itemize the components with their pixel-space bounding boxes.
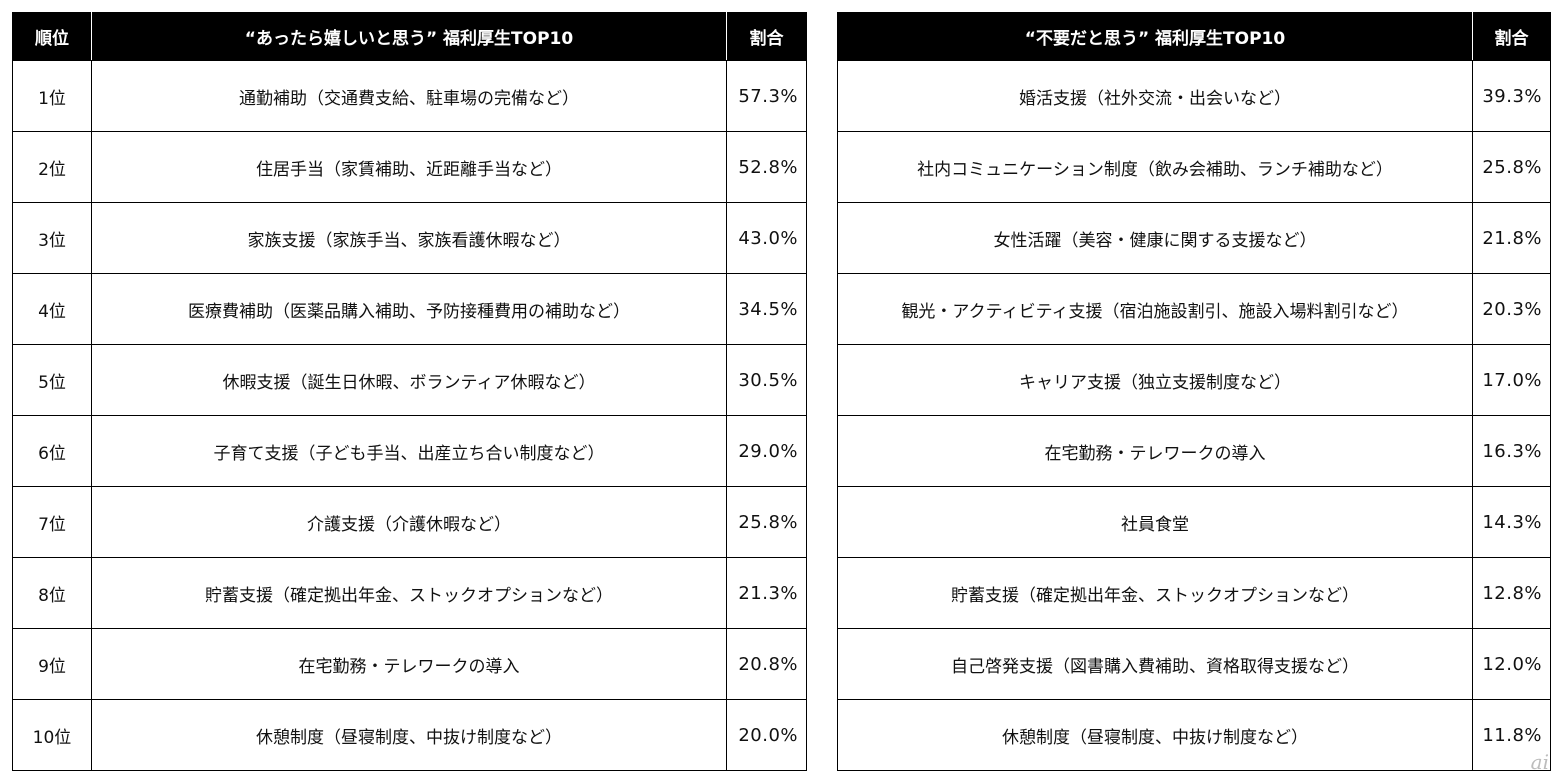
item-cell: 介護支援（介護休暇など）: [91, 486, 727, 558]
item-header: “不要だと思う” 福利厚生TOP10: [837, 12, 1473, 61]
watermark-logo: ai: [1530, 750, 1549, 774]
table-row: 6位 子育て支援（子ども手当、出産立ち合い制度など） 29.0%: [12, 415, 807, 487]
table-row: 婚活支援（社外交流・出会いなど） 39.3%: [837, 60, 1551, 132]
ratio-cell: 12.0%: [1472, 628, 1551, 700]
ratio-cell: 25.8%: [726, 486, 807, 558]
table-row: 7位 介護支援（介護休暇など） 25.8%: [12, 486, 807, 558]
rank-cell: 4位: [12, 273, 92, 345]
item-cell: 貯蓄支援（確定拠出年金、ストックオプションなど）: [91, 557, 727, 629]
wanted-benefits-table: 順位 “あったら嬉しいと思う” 福利厚生TOP10 割合 1位 通勤補助（交通費支…: [12, 12, 807, 771]
item-cell: 休憩制度（昼寝制度、中抜け制度など）: [91, 699, 727, 771]
item-cell: 女性活躍（美容・健康に関する支援など）: [837, 202, 1473, 274]
table-row: 4位 医療費補助（医薬品購入補助、予防接種費用の補助など） 34.5%: [12, 273, 807, 345]
rank-cell: 1位: [12, 60, 92, 132]
table-row: 8位 貯蓄支援（確定拠出年金、ストックオプションなど） 21.3%: [12, 557, 807, 629]
table-row: キャリア支援（独立支援制度など） 17.0%: [837, 344, 1551, 416]
table-row: 自己啓発支援（図書購入費補助、資格取得支援など） 12.0%: [837, 628, 1551, 700]
ratio-cell: 20.0%: [726, 699, 807, 771]
rank-header: 順位: [12, 12, 92, 61]
ratio-cell: 57.3%: [726, 60, 807, 132]
rank-cell: 2位: [12, 131, 92, 203]
ratio-cell: 14.3%: [1472, 486, 1551, 558]
table-row: 社内コミュニケーション制度（飲み会補助、ランチ補助など） 25.8%: [837, 131, 1551, 203]
item-cell: 婚活支援（社外交流・出会いなど）: [837, 60, 1473, 132]
rank-cell: 10位: [12, 699, 92, 771]
item-cell: 休憩制度（昼寝制度、中抜け制度など）: [837, 699, 1473, 771]
item-cell: 自己啓発支援（図書購入費補助、資格取得支援など）: [837, 628, 1473, 700]
unwanted-benefits-table: “不要だと思う” 福利厚生TOP10 割合 婚活支援（社外交流・出会いなど） 39…: [837, 12, 1551, 771]
table-row: 女性活躍（美容・健康に関する支援など） 21.8%: [837, 202, 1551, 274]
ratio-cell: 21.8%: [1472, 202, 1551, 274]
item-cell: 通勤補助（交通費支給、駐車場の完備など）: [91, 60, 727, 132]
item-cell: 休暇支援（誕生日休暇、ボランティア休暇など）: [91, 344, 727, 416]
rank-cell: 6位: [12, 415, 92, 487]
header-row: 順位 “あったら嬉しいと思う” 福利厚生TOP10 割合: [12, 12, 807, 61]
ratio-cell: 39.3%: [1472, 60, 1551, 132]
ratio-cell: 21.3%: [726, 557, 807, 629]
table-row: 5位 休暇支援（誕生日休暇、ボランティア休暇など） 30.5%: [12, 344, 807, 416]
table-row: 休憩制度（昼寝制度、中抜け制度など） 11.8%: [837, 699, 1551, 771]
item-cell: 住居手当（家賃補助、近距離手当など）: [91, 131, 727, 203]
item-cell: 子育て支援（子ども手当、出産立ち合い制度など）: [91, 415, 727, 487]
ratio-cell: 12.8%: [1472, 557, 1551, 629]
table-row: 貯蓄支援（確定拠出年金、ストックオプションなど） 12.8%: [837, 557, 1551, 629]
ratio-cell: 30.5%: [726, 344, 807, 416]
table-row: 1位 通勤補助（交通費支給、駐車場の完備など） 57.3%: [12, 60, 807, 132]
item-cell: キャリア支援（独立支援制度など）: [837, 344, 1473, 416]
ratio-cell: 25.8%: [1472, 131, 1551, 203]
ratio-cell: 11.8%: [1472, 699, 1551, 771]
rank-cell: 8位: [12, 557, 92, 629]
ratio-cell: 20.3%: [1472, 273, 1551, 345]
ratio-header: 割合: [1472, 12, 1551, 61]
table-row: 10位 休憩制度（昼寝制度、中抜け制度など） 20.0%: [12, 699, 807, 771]
rank-cell: 3位: [12, 202, 92, 274]
ratio-header: 割合: [726, 12, 807, 61]
item-header: “あったら嬉しいと思う” 福利厚生TOP10: [91, 12, 727, 61]
table-row: 9位 在宅勤務・テレワークの導入 20.8%: [12, 628, 807, 700]
ratio-cell: 29.0%: [726, 415, 807, 487]
table-row: 2位 住居手当（家賃補助、近距離手当など） 52.8%: [12, 131, 807, 203]
ratio-cell: 52.8%: [726, 131, 807, 203]
rank-cell: 5位: [12, 344, 92, 416]
item-cell: 観光・アクティビティ支援（宿泊施設割引、施設入場料割引など）: [837, 273, 1473, 345]
rank-cell: 9位: [12, 628, 92, 700]
ratio-cell: 43.0%: [726, 202, 807, 274]
ratio-cell: 17.0%: [1472, 344, 1551, 416]
table-row: 3位 家族支援（家族手当、家族看護休暇など） 43.0%: [12, 202, 807, 274]
ratio-cell: 34.5%: [726, 273, 807, 345]
item-cell: 社員食堂: [837, 486, 1473, 558]
header-row: “不要だと思う” 福利厚生TOP10 割合: [837, 12, 1551, 61]
table-row: 社員食堂 14.3%: [837, 486, 1551, 558]
table-row: 在宅勤務・テレワークの導入 16.3%: [837, 415, 1551, 487]
item-cell: 家族支援（家族手当、家族看護休暇など）: [91, 202, 727, 274]
ratio-cell: 16.3%: [1472, 415, 1551, 487]
rank-cell: 7位: [12, 486, 92, 558]
item-cell: 在宅勤務・テレワークの導入: [837, 415, 1473, 487]
item-cell: 社内コミュニケーション制度（飲み会補助、ランチ補助など）: [837, 131, 1473, 203]
ratio-cell: 20.8%: [726, 628, 807, 700]
item-cell: 医療費補助（医薬品購入補助、予防接種費用の補助など）: [91, 273, 727, 345]
item-cell: 在宅勤務・テレワークの導入: [91, 628, 727, 700]
item-cell: 貯蓄支援（確定拠出年金、ストックオプションなど）: [837, 557, 1473, 629]
table-row: 観光・アクティビティ支援（宿泊施設割引、施設入場料割引など） 20.3%: [837, 273, 1551, 345]
